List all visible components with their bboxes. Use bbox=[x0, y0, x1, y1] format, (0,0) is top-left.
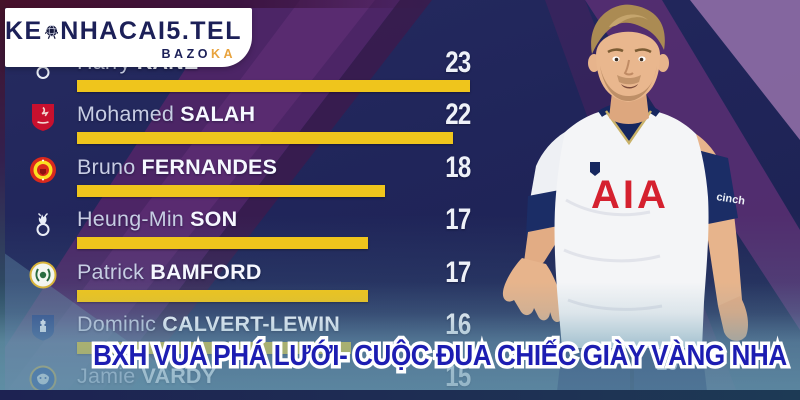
goals-bar bbox=[77, 237, 368, 250]
player-first-name: Patrick bbox=[77, 259, 151, 284]
left-accent-strip bbox=[0, 0, 5, 400]
scorer-row: Heung-Min SON 17 bbox=[24, 203, 471, 255]
player-first-name: Heung-Min bbox=[77, 207, 191, 232]
club-crest-leeds-icon bbox=[28, 259, 58, 291]
player-last-name: BAMFORD bbox=[150, 259, 262, 284]
goals-count: 17 bbox=[444, 203, 471, 237]
logo-subtitle-right: KA bbox=[210, 47, 236, 61]
banner-title-outline: BXH VUA PHÁ LƯỚI- CUỘC ĐUA CHIẾC GIÀY VÀ… bbox=[90, 337, 790, 376]
club-crest-tottenham-icon bbox=[28, 206, 58, 238]
player-first-name: Bruno bbox=[77, 154, 142, 179]
bottom-navy-strip bbox=[0, 390, 800, 400]
svg-text:AIA: AIA bbox=[591, 173, 669, 217]
goals-count: 22 bbox=[444, 98, 471, 132]
top-accent-strip bbox=[0, 0, 430, 8]
scorer-row: Bruno FERNANDES 18 bbox=[24, 150, 471, 203]
goals-bar bbox=[77, 80, 470, 92]
goals-count: 18 bbox=[444, 150, 471, 184]
player-last-name: FERNANDES bbox=[141, 154, 278, 179]
globe-mascot-icon bbox=[44, 24, 59, 39]
logo-subtitle: BAZOKA bbox=[162, 47, 236, 61]
club-crest-liverpool-icon bbox=[28, 101, 58, 133]
goals-bar bbox=[77, 184, 385, 197]
svg-text:cinch: cinch bbox=[716, 191, 747, 207]
goals-bar bbox=[77, 132, 453, 145]
bottom-fade-overlay bbox=[0, 282, 800, 392]
player-name: Mohamed SALAH bbox=[77, 102, 255, 127]
logo-badge: KE NHACAI5.TEL BAZOKA bbox=[5, 8, 252, 67]
banner-title-text: BXH VUA PHÁ LƯỚI- CUỘC ĐUA CHIẾC GIÀY VÀ… bbox=[93, 340, 787, 372]
scorer-row: Mohamed SALAH 22 bbox=[24, 98, 471, 150]
player-name: Patrick BAMFORD bbox=[77, 260, 262, 285]
club-crest-man-united-icon bbox=[28, 154, 58, 186]
player-last-name: SON bbox=[190, 207, 238, 232]
goals-count: 23 bbox=[444, 46, 471, 79]
banner-title: BXH VUA PHÁ LƯỚI- CUỘC ĐUA CHIẾC GIÀY VÀ… bbox=[90, 337, 790, 376]
logo-text-left: KE bbox=[5, 17, 43, 45]
player-last-name: SALAH bbox=[180, 102, 256, 127]
player-name: Heung-Min SON bbox=[77, 207, 237, 232]
logo-text: KE NHACAI5.TEL bbox=[5, 17, 242, 46]
logo-subtitle-left: BAZO bbox=[161, 47, 211, 61]
player-first-name: Mohamed bbox=[77, 102, 181, 127]
player-name: Bruno FERNANDES bbox=[77, 155, 277, 180]
logo-text-right: NHACAI5.TEL bbox=[60, 17, 242, 45]
